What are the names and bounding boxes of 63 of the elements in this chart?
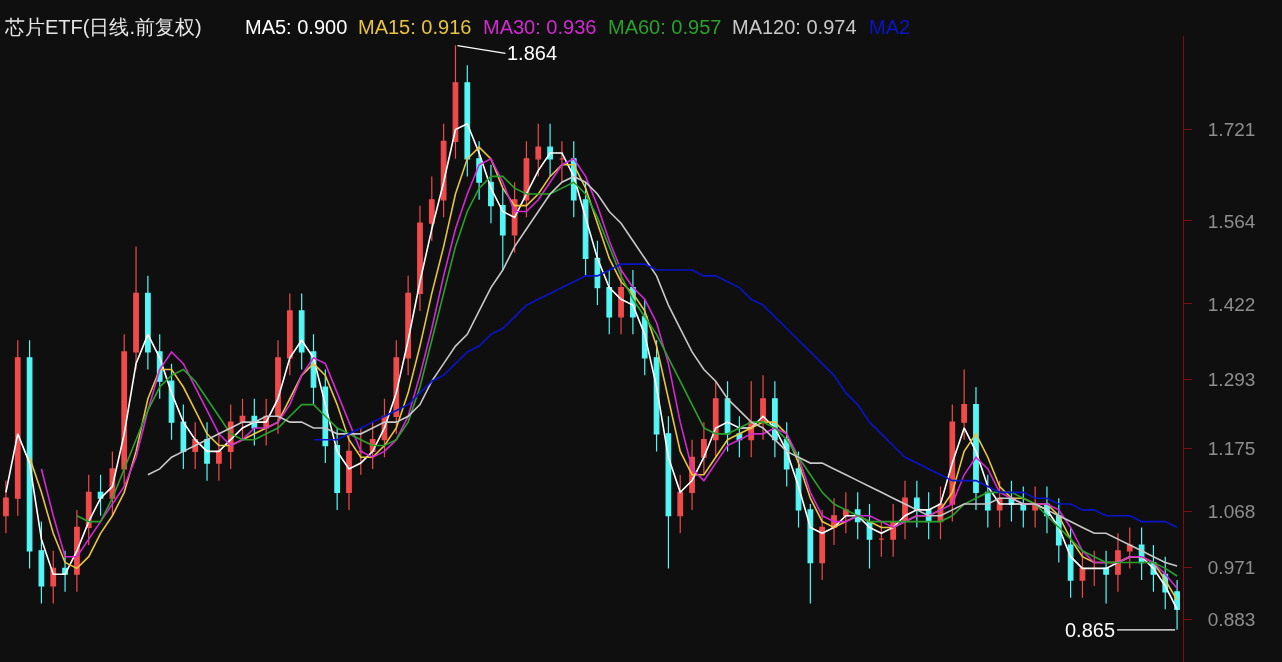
candlestick — [3, 480, 9, 534]
candlestick — [582, 181, 589, 277]
y-tick-label: 1.422 — [1207, 293, 1256, 315]
annotation: 1.864 — [507, 42, 558, 64]
candlestick — [547, 123, 553, 178]
candlestick — [239, 398, 246, 441]
candlestick — [298, 292, 305, 371]
text: MA5: 0.900 — [245, 16, 348, 38]
candlestick — [665, 415, 672, 569]
candlestick — [807, 503, 814, 605]
candlestick — [476, 140, 482, 201]
candlestick — [97, 474, 104, 517]
candlestick — [606, 269, 613, 335]
candlestick — [346, 433, 352, 511]
candlestick — [428, 175, 435, 242]
candlestick — [357, 427, 364, 476]
candlestick — [215, 433, 222, 482]
candlestick — [701, 421, 707, 476]
candlestick — [559, 140, 565, 183]
candlestick — [1091, 550, 1098, 587]
candlestick — [535, 123, 542, 178]
annotation: 0.865 — [1065, 619, 1116, 641]
text: MA120: 0.974 — [732, 16, 857, 38]
candlestick — [334, 427, 341, 511]
candlestick — [464, 64, 471, 178]
candlestick — [819, 509, 826, 581]
candlestick — [1103, 550, 1109, 605]
candlestick — [275, 339, 281, 435]
chart-title: 芯片ETF(日线.前复权) — [4, 16, 202, 38]
candlestick — [842, 491, 849, 534]
candlestick — [1020, 485, 1027, 529]
candlestick — [26, 339, 33, 569]
candlestick — [913, 480, 920, 529]
y-tick-label: 1.175 — [1207, 438, 1256, 460]
candlestick — [145, 275, 151, 371]
y-tick-label: 1.721 — [1207, 118, 1256, 140]
candlestick — [499, 187, 506, 271]
candlestick — [1067, 526, 1074, 599]
candlestick — [677, 474, 684, 534]
candlestick — [14, 339, 21, 517]
candlestick — [878, 520, 885, 558]
candlestick — [1079, 550, 1086, 599]
y-tick-label: 0.883 — [1207, 608, 1256, 630]
y-tick-label: 1.068 — [1207, 500, 1256, 522]
candlestick — [180, 403, 187, 470]
text: MA2 — [869, 16, 911, 38]
candlestick — [204, 421, 210, 482]
candlestick — [38, 520, 45, 605]
line-series — [312, 263, 1178, 529]
y-tick-label: 0.971 — [1207, 557, 1256, 579]
candlestick — [712, 380, 719, 458]
candlestick — [1115, 532, 1121, 593]
candlestick — [961, 368, 968, 441]
text: MA30: 0.936 — [483, 16, 597, 38]
candlestick — [133, 246, 139, 371]
candlestick — [618, 269, 624, 335]
text: MA60: 0.957 — [608, 16, 722, 38]
candlestick — [1126, 526, 1133, 569]
y-tick-label: 1.293 — [1207, 369, 1256, 391]
candlestick — [760, 374, 766, 441]
candlestick — [286, 292, 293, 376]
y-tick-label: 1.564 — [1207, 210, 1256, 232]
text: MA15: 0.916 — [358, 16, 472, 38]
